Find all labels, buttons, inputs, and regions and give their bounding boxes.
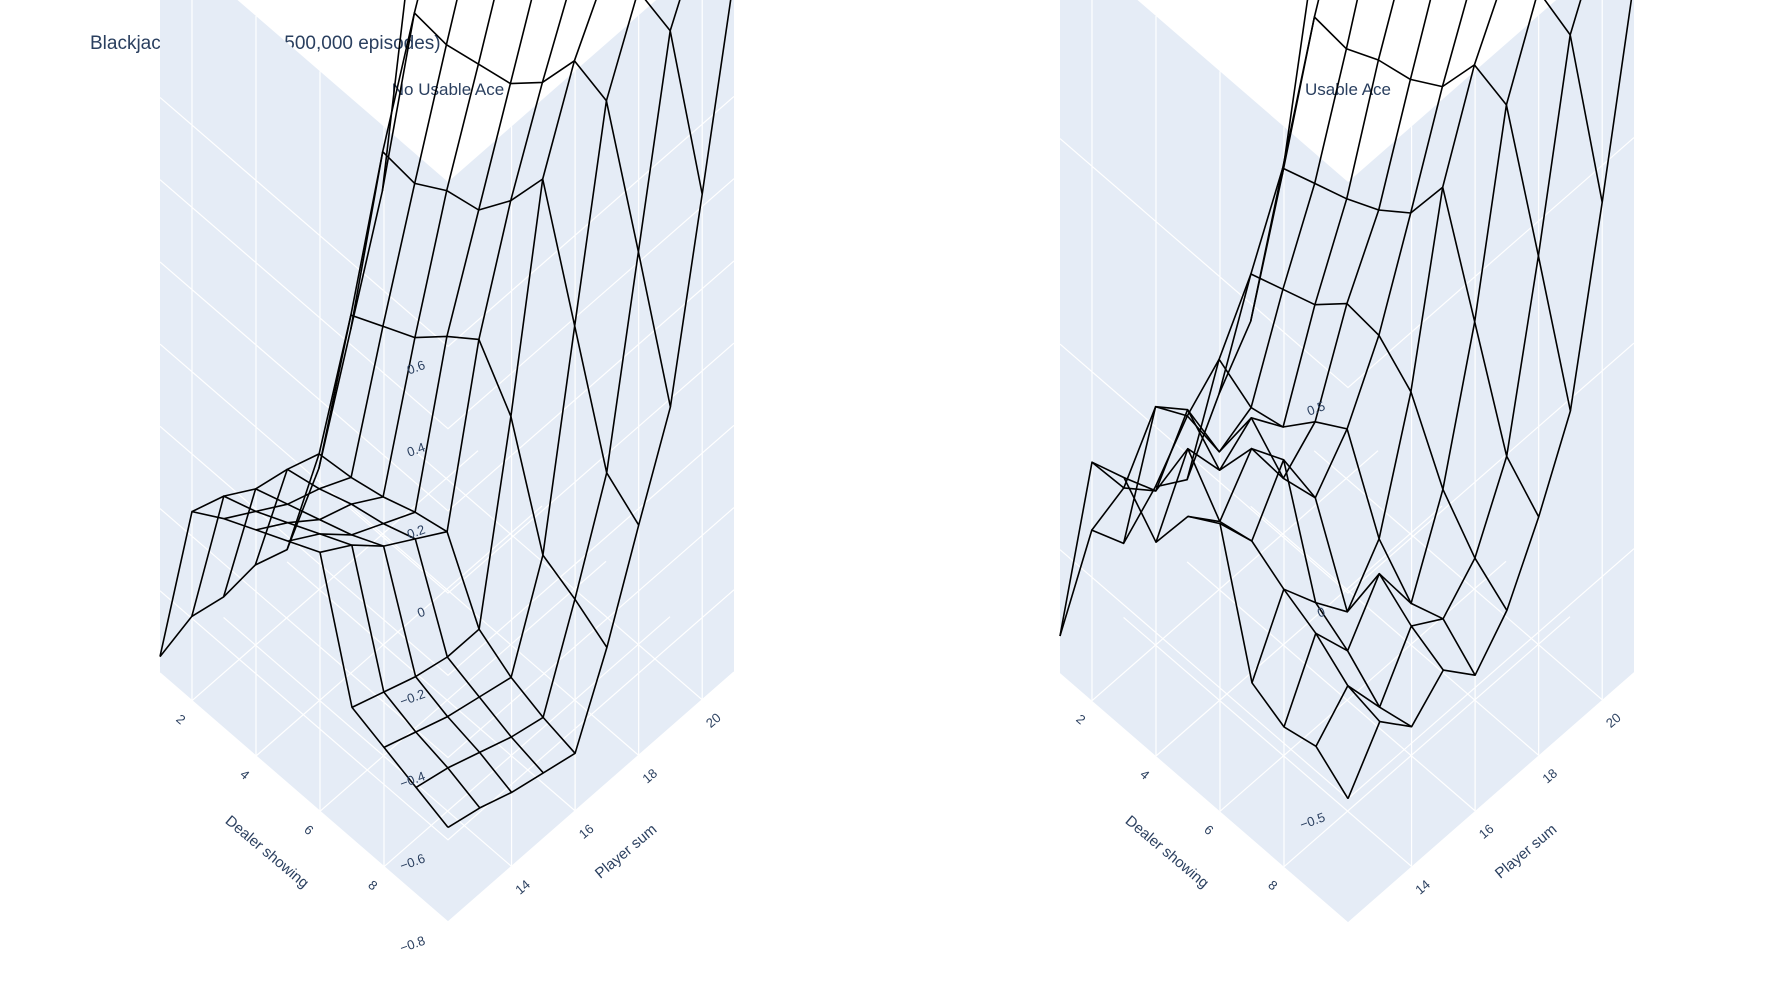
surface-row-dealer-1: [159, 0, 406, 658]
surface-row-dealer-9: [1315, 0, 1582, 747]
floor-gridline-y: [1283, 616, 1571, 868]
surface-row-dealer-3: [223, 0, 458, 520]
z-tick-label: 0.5: [1305, 398, 1327, 418]
surface-row-dealer-2: [191, 0, 419, 513]
floor-gridline-x: [286, 561, 576, 812]
wall-gridline-z: [1059, 137, 1635, 389]
surface-row-dealer-6: [319, 0, 568, 554]
surface-col-player-20: [1543, 0, 1603, 203]
z-tick-label: 0.6: [405, 357, 427, 377]
z-tick-label: 0.4: [405, 439, 427, 459]
surface-col-player-12: [159, 510, 449, 828]
y-tick-label: 2: [173, 711, 188, 727]
surface-col-player-13: [191, 495, 481, 809]
surface-row-dealer-4: [255, 0, 495, 531]
subplot-title-no-usable-ace: No Usable Ace: [391, 80, 505, 99]
surface-col-player-18: [349, 150, 640, 526]
wall-gridline-z: [159, 507, 735, 759]
surface-row-dealer-5: [1187, 0, 1432, 523]
surface-row-dealer-10: [1347, 0, 1633, 800]
wall-gridline-z: [159, 671, 735, 923]
x-tick-label: 20: [1603, 710, 1624, 731]
surface-col-player-15: [1154, 415, 1444, 671]
surface-col-player-18: [1249, 167, 1540, 518]
surface-row-dealer-2: [1091, 0, 1320, 489]
y-axis-title: Dealer showing: [1122, 812, 1212, 891]
surface-row-dealer-7: [351, 0, 597, 709]
surface-col-player-17: [1218, 273, 1508, 611]
z-tick-label: 0.2: [405, 522, 427, 542]
surface-row-dealer-8: [383, 0, 637, 749]
x-tick-label: 18: [639, 765, 660, 786]
wall-gridline-z: [159, 178, 735, 430]
x-tick-label: 14: [1412, 877, 1433, 898]
wall-gridline-z: [159, 342, 735, 594]
back-wall-left: [1060, 0, 1348, 922]
z-tick-label: 0: [415, 604, 427, 621]
wall-gridline-z: [159, 424, 735, 677]
surface-row-dealer-4: [1155, 0, 1395, 543]
y-tick-label: 4: [1137, 766, 1152, 782]
floor-gridline-x: [1186, 561, 1476, 812]
surface-col-player-17: [318, 314, 608, 648]
back-wall-right: [1348, 0, 1634, 922]
surface-col-player-20: [644, 0, 703, 195]
scene-no-usable-ace[interactable]: −0.8−0.6−0.4−0.200.20.40.6141618202468Pl…: [159, 0, 735, 956]
z-tick-label: 0: [1315, 604, 1327, 621]
y-tick-label: 2: [1073, 711, 1088, 727]
x-tick-label: 16: [576, 821, 597, 842]
floor-gridline-y: [1155, 505, 1443, 757]
surface-col-player-16: [286, 453, 576, 754]
surface-col-player-13: [1091, 447, 1381, 723]
x-tick-label: 14: [512, 877, 533, 898]
subplot-title-usable-ace: Usable Ace: [1305, 80, 1391, 99]
surface-row-dealer-6: [1219, 0, 1468, 542]
surface-col-player-14: [222, 488, 513, 793]
x-tick-label: 16: [1476, 821, 1497, 842]
floor-gridline-y: [1219, 560, 1507, 812]
floor-gridline-x: [1250, 505, 1540, 756]
surface-row-dealer-7: [1251, 0, 1498, 684]
wall-gridline-z: [159, 260, 735, 512]
surface-row-dealer-9: [415, 0, 681, 789]
surface-row-dealer-1: [1059, 0, 1309, 637]
wall-gridline-z: [159, 589, 735, 841]
surface-col-player-19: [1281, 16, 1572, 412]
x-axis-title: Player sum: [1492, 821, 1560, 882]
z-tick-label: −0.8: [398, 933, 427, 956]
y-axis-title: Dealer showing: [222, 812, 312, 891]
surface-row-dealer-5: [287, 0, 533, 542]
x-axis-title: Player sum: [592, 821, 660, 882]
y-tick-label: 8: [365, 877, 380, 893]
surface-col-player-19: [381, 12, 672, 408]
floor-gridline-x: [223, 616, 512, 867]
y-tick-label: 6: [1201, 822, 1216, 838]
wall-gridline-z: [159, 95, 735, 348]
x-tick-label: 20: [703, 710, 724, 731]
x-tick-label: 18: [1539, 765, 1560, 786]
floor-gridline-x: [350, 505, 640, 756]
y-tick-label: 8: [1265, 877, 1280, 893]
floor-gridline-x: [1313, 450, 1603, 701]
floor-gridline-y: [1091, 450, 1379, 702]
surface-row-dealer-8: [1283, 0, 1537, 728]
floor-gridline-x: [1123, 616, 1412, 867]
back-wall-right: [448, 0, 734, 922]
surface-col-player-16: [1186, 358, 1476, 676]
y-tick-label: 6: [301, 822, 316, 838]
surface-col-player-12: [1059, 461, 1349, 800]
surface-col-player-14: [1122, 405, 1413, 728]
surface-col-player-15: [254, 468, 544, 774]
wall-gridline-z: [1059, 342, 1635, 594]
y-tick-label: 4: [237, 766, 252, 782]
surface-row-dealer-10: [447, 0, 732, 829]
